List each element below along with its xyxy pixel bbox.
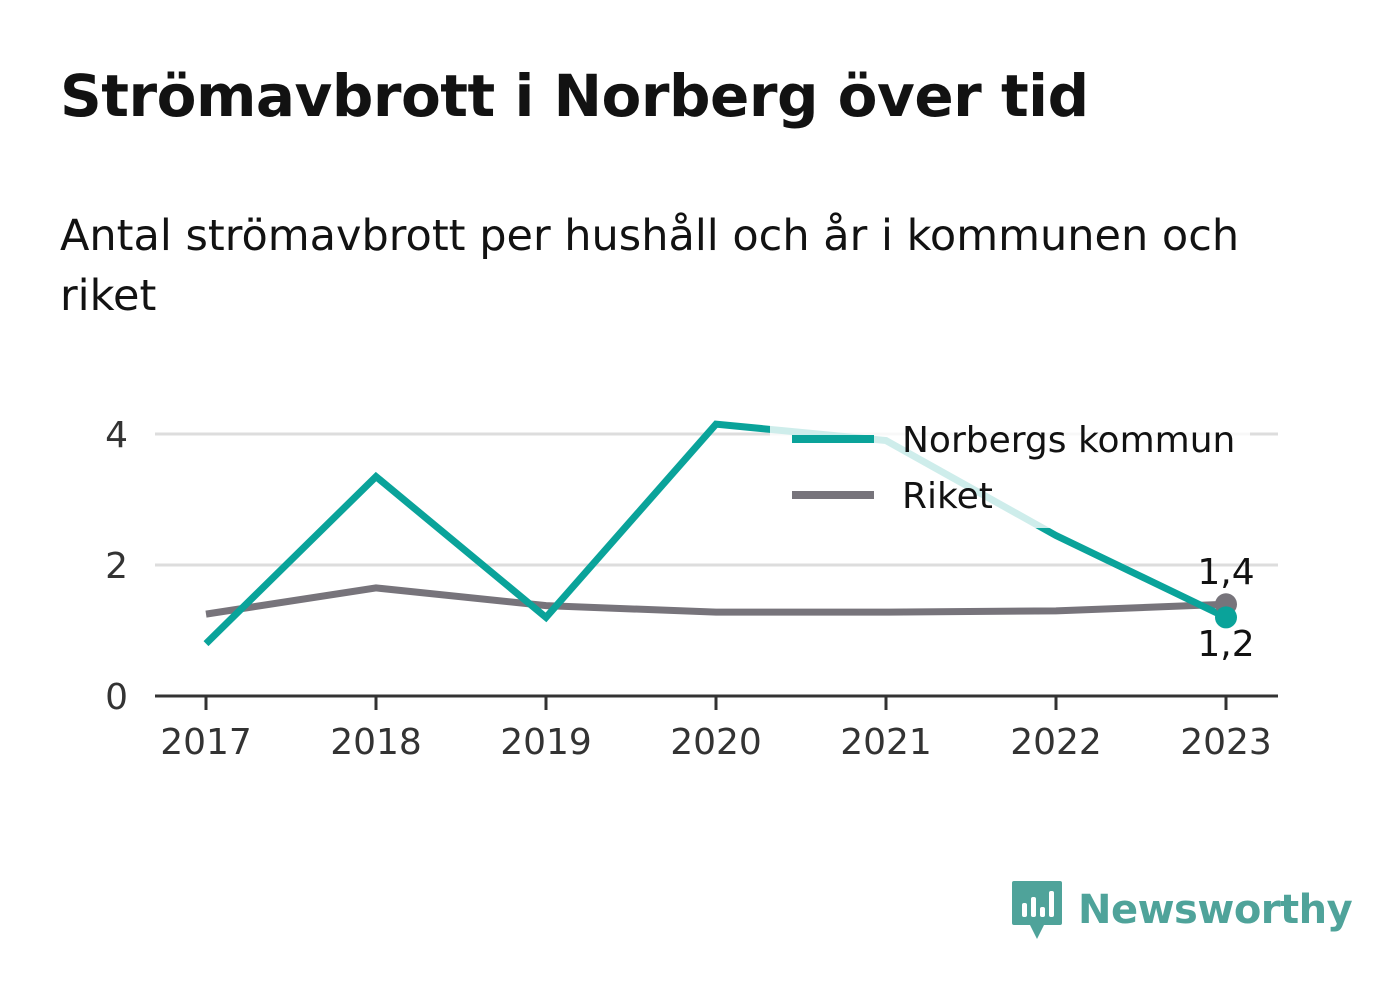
x-tick-label: 2019 bbox=[500, 722, 592, 763]
legend-label: Norbergs kommun bbox=[902, 420, 1235, 461]
brand-name: Newsworthy bbox=[1078, 887, 1353, 933]
x-tick-label: 2021 bbox=[840, 722, 932, 763]
y-tick-label: 2 bbox=[105, 546, 128, 587]
series-line-norberg bbox=[203, 420, 1228, 647]
line-chart: 0 2 4 2017 2018 2019 2020 2021 2022 2023 Norberg… bbox=[105, 406, 1278, 763]
legend-label: Riket bbox=[902, 476, 993, 517]
x-tick-label: 2018 bbox=[330, 722, 422, 763]
y-tick-label: 0 bbox=[105, 677, 128, 718]
y-tick-label: 4 bbox=[105, 415, 128, 456]
chart-subtitle: Antal strömavbrott per hushåll och år i … bbox=[60, 211, 1240, 321]
legend: Norbergs kommun Riket bbox=[770, 406, 1250, 528]
x-tick-label: 2017 bbox=[160, 722, 252, 763]
legend-background bbox=[770, 406, 1250, 528]
x-axis-ticks: 2017 2018 2019 2020 2021 2022 2023 bbox=[160, 696, 1272, 763]
riket-end-label: 1,4 bbox=[1197, 552, 1254, 593]
chart-title: Strömavbrott i Norberg över tid bbox=[60, 62, 1089, 130]
norberg-end-marker bbox=[1215, 606, 1237, 629]
x-tick-label: 2023 bbox=[1180, 722, 1272, 763]
series-end-markers: 1,4 1,2 bbox=[1197, 552, 1254, 665]
y-axis-ticks: 0 2 4 bbox=[105, 415, 128, 718]
x-tick-label: 2020 bbox=[670, 722, 762, 763]
newsworthy-logo-icon bbox=[1012, 881, 1062, 939]
newsworthy-logo: Newsworthy bbox=[1010, 878, 1353, 942]
series-line-riket bbox=[205, 584, 1227, 618]
x-tick-label: 2022 bbox=[1010, 722, 1102, 763]
norberg-end-label: 1,2 bbox=[1197, 624, 1254, 665]
series-lines bbox=[203, 420, 1228, 647]
